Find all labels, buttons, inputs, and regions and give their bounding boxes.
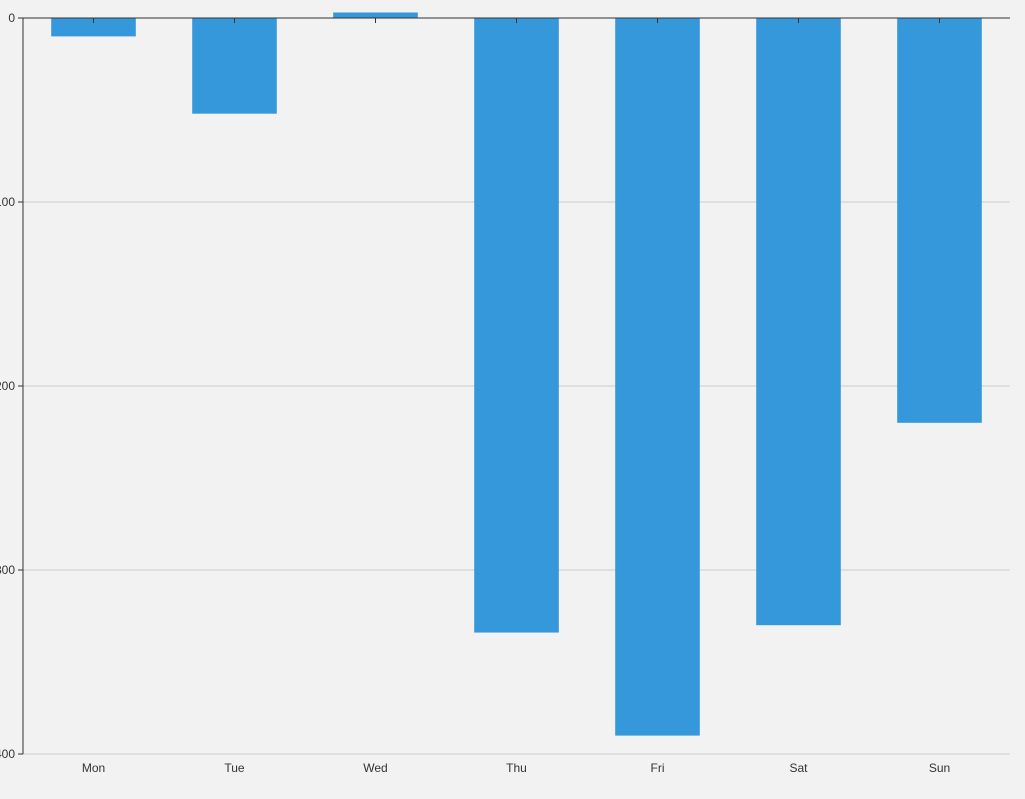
axis-layer: 0 -100 -200 -300 -400 Mon Tue Wed Thu Fri Sat Sun xyxy=(0,11,1010,775)
bar-sun xyxy=(897,18,982,423)
y-tick-label: 0 xyxy=(8,11,15,25)
y-tick-label: -100 xyxy=(0,195,15,209)
x-tick-label-sun: Sun xyxy=(929,761,950,775)
bar-tue xyxy=(192,18,277,114)
y-tick-label: -400 xyxy=(0,747,15,761)
x-tick-label-tue: Tue xyxy=(224,761,245,775)
x-tick-label-wed: Wed xyxy=(363,761,387,775)
bar-layer xyxy=(51,12,982,736)
bar-thu xyxy=(474,18,559,633)
y-tick-label: -200 xyxy=(0,379,15,393)
bar-fri xyxy=(615,18,700,736)
x-tick-label-mon: Mon xyxy=(82,761,105,775)
y-tick-label: -300 xyxy=(0,563,15,577)
x-tick-label-sat: Sat xyxy=(789,761,808,775)
bar-mon xyxy=(51,18,136,37)
bar-sat xyxy=(756,18,841,626)
x-tick-label-thu: Thu xyxy=(506,761,527,775)
bar-wed xyxy=(333,12,418,18)
x-tick-label-fri: Fri xyxy=(651,761,665,775)
